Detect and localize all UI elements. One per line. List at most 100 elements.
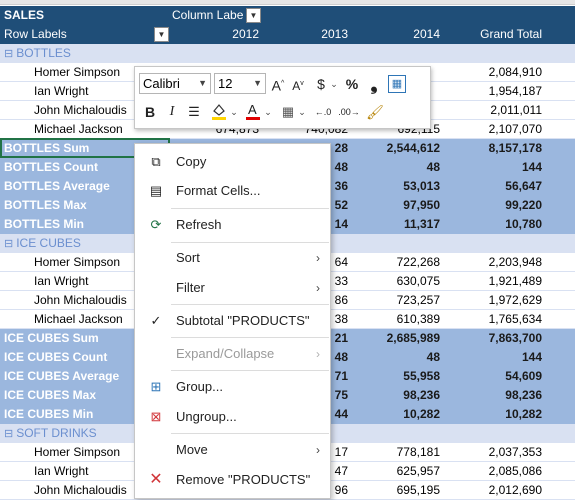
font-size-combo[interactable]: 12 ▼ xyxy=(214,73,266,94)
font-color-icon[interactable]: A xyxy=(243,101,263,123)
font-name-combo[interactable]: Calibri ▼ xyxy=(139,73,211,94)
row-label: John Michaloudis xyxy=(34,293,127,307)
menu-separator xyxy=(171,242,329,243)
increase-decimal-icon[interactable]: ←.0 xyxy=(314,107,332,117)
collapse-icon[interactable]: ⊟ xyxy=(4,48,14,60)
menu-item-filter[interactable]: Filter › xyxy=(135,274,330,302)
format-painter-icon[interactable]: 🖌 xyxy=(366,104,384,120)
chevron-down-icon[interactable]: ⌄ xyxy=(330,79,338,89)
pivot-header-row: Row Labels ▼ 2012 2013 2014 Grand Total xyxy=(0,25,575,44)
cell-value: 33 xyxy=(334,274,348,288)
cell-value: 48 xyxy=(334,160,348,174)
cell-value: 99,220 xyxy=(505,198,542,212)
copy-icon: ⧉ xyxy=(151,154,161,169)
row-label: Homer Simpson xyxy=(34,65,121,79)
cell-value: 56,647 xyxy=(505,179,542,193)
menu-item-remove[interactable]: ✕ Remove "PRODUCTS" xyxy=(135,466,330,494)
cell-value: 7,863,700 xyxy=(488,331,542,345)
chevron-down-icon: ▼ xyxy=(253,78,262,88)
cell-value: 10,282 xyxy=(505,407,542,421)
row-labels-filter-button[interactable]: ▼ xyxy=(154,27,169,42)
menu-item-format-cells[interactable]: ▤ Format Cells... xyxy=(135,177,330,205)
italic-button[interactable]: I xyxy=(169,104,175,119)
currency-button[interactable]: $ xyxy=(317,76,325,92)
cell-value: 2,011,011 xyxy=(490,103,542,117)
row-label: Ian Wright xyxy=(34,274,89,288)
subtotal-label: BOTTLES Count xyxy=(4,160,98,174)
cell-value: 53,013 xyxy=(403,179,440,193)
table-row[interactable]: Michael Jackson 674,873 740,082 692,115 … xyxy=(0,120,575,139)
bold-button[interactable]: B xyxy=(144,104,156,120)
group-row-bottles[interactable]: ⊟ BOTTLES xyxy=(0,44,575,63)
borders-icon[interactable]: ▦ xyxy=(281,104,295,119)
menu-item-ungroup[interactable]: ⊠ Ungroup... xyxy=(135,403,330,431)
pivot-title[interactable]: SALES xyxy=(4,8,45,22)
menu-item-sort[interactable]: Sort › xyxy=(135,244,330,272)
row-label: Homer Simpson xyxy=(34,255,121,269)
checkmark-icon: ✓ xyxy=(150,313,162,328)
menu-item-move[interactable]: Move › xyxy=(135,436,330,464)
subtotal-label: ICE CUBES Count xyxy=(4,350,108,364)
menu-item-group[interactable]: ⊞ Group... xyxy=(135,373,330,401)
menu-item-label: Filter xyxy=(176,280,205,295)
menu-separator xyxy=(171,433,329,434)
cell-value: 44 xyxy=(334,407,348,421)
menu-item-subtotal[interactable]: ✓ Subtotal "PRODUCTS" xyxy=(135,307,330,335)
align-center-icon[interactable]: ☰ xyxy=(188,104,200,119)
group-label: BOTTLES xyxy=(16,46,71,60)
menu-item-copy[interactable]: ⧉ Copy xyxy=(135,148,330,176)
collapse-icon[interactable]: ⊟ xyxy=(4,428,14,440)
comma-style-button[interactable]: ❟ xyxy=(370,74,378,94)
subtotal-label: BOTTLES Max xyxy=(4,198,87,212)
cell-value: 2,107,070 xyxy=(488,122,542,136)
chevron-right-icon: › xyxy=(316,443,320,457)
row-label: John Michaloudis xyxy=(34,103,127,117)
chevron-down-icon[interactable]: ⌄ xyxy=(230,107,238,117)
chevron-down-icon[interactable]: ⌄ xyxy=(298,107,306,117)
column-labels-filter-button[interactable]: ▼ xyxy=(246,8,261,24)
row-label: Ian Wright xyxy=(34,464,89,478)
increase-font-size-icon[interactable]: A^ xyxy=(271,77,285,94)
subtotal-label: BOTTLES Sum xyxy=(4,141,90,155)
menu-item-refresh[interactable]: ⟳ Refresh xyxy=(135,211,330,239)
cell-value: 14 xyxy=(334,217,348,231)
menu-separator xyxy=(171,370,329,371)
subtotal-label: BOTTLES Average xyxy=(4,179,110,193)
grand-total-header: Grand Total xyxy=(480,27,542,41)
cell-value: 1,954,187 xyxy=(488,84,542,98)
format-cells-icon: ▤ xyxy=(149,183,163,198)
chevron-right-icon: › xyxy=(316,281,320,295)
cell-value: 2,012,690 xyxy=(488,483,542,497)
cell-value: 144 xyxy=(521,350,542,364)
remove-icon: ✕ xyxy=(149,471,163,488)
group-label: SOFT DRINKS xyxy=(16,426,97,440)
cell-value: 2,084,910 xyxy=(488,65,542,79)
collapse-icon[interactable]: ⊟ xyxy=(4,238,14,250)
font-size-value: 12 xyxy=(218,76,233,91)
menu-item-label: Ungroup... xyxy=(176,409,237,424)
chevron-down-icon[interactable]: ⌄ xyxy=(264,107,272,117)
row-labels-header[interactable]: Row Labels ▼ xyxy=(0,25,170,44)
cell-value: 75 xyxy=(334,388,348,402)
decrease-font-size-icon[interactable]: Av xyxy=(292,79,304,93)
fill-color-icon[interactable] xyxy=(209,101,229,123)
subtotal-label: ICE CUBES Average xyxy=(4,369,120,383)
cell-value: 630,075 xyxy=(396,274,440,288)
menu-item-label: Group... xyxy=(176,379,223,394)
cell-value: 1,972,629 xyxy=(488,293,542,307)
cell-value: 723,257 xyxy=(396,293,440,307)
cell-value: 2,085,086 xyxy=(488,464,542,478)
cell-value: 96 xyxy=(334,483,348,497)
row-label: John Michaloudis xyxy=(34,483,127,497)
cell-value: 71 xyxy=(334,369,348,383)
decrease-decimal-icon[interactable]: .00→ xyxy=(338,107,360,117)
column-labels-header[interactable]: Column Labels▼ xyxy=(170,6,290,25)
percent-button[interactable]: % xyxy=(345,76,359,92)
menu-separator xyxy=(171,208,329,209)
format-table-icon[interactable]: ▦ xyxy=(388,75,406,93)
subtotal-label: BOTTLES Min xyxy=(4,217,84,231)
cell-value: 10,780 xyxy=(505,217,542,231)
cell-value: 17 xyxy=(334,445,348,459)
cell-value: 2,544,612 xyxy=(386,141,440,155)
cell-value: 28 xyxy=(334,141,348,155)
